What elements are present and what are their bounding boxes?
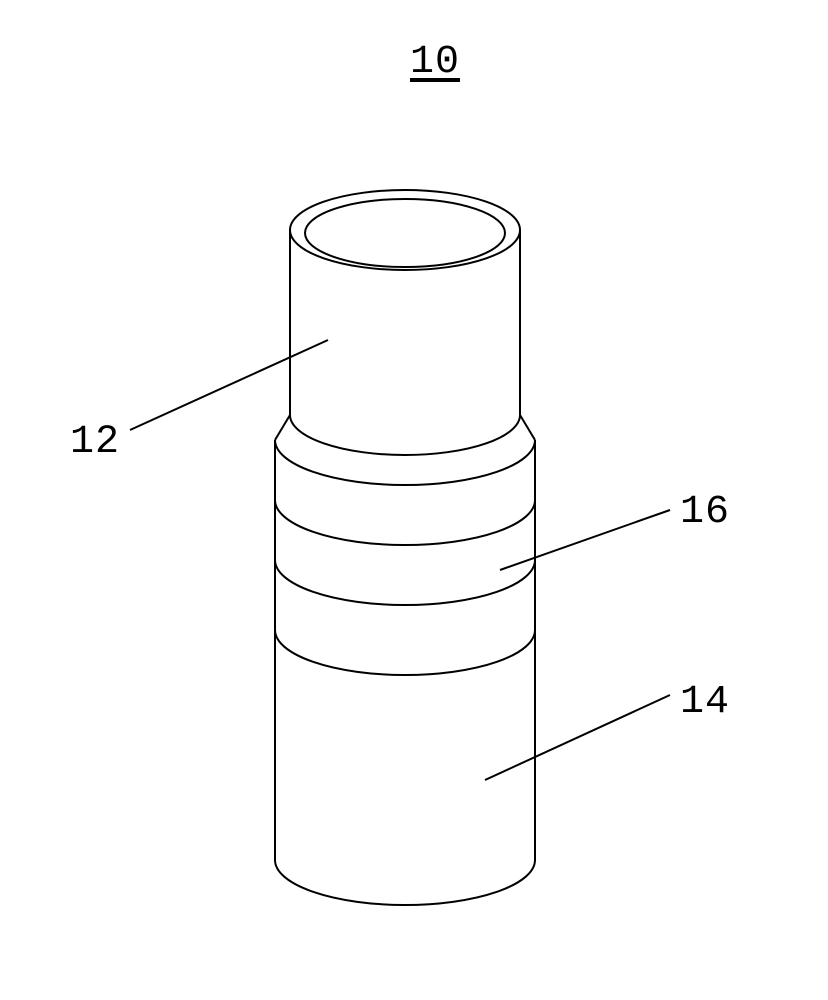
- ref-label-16: 16: [680, 490, 730, 535]
- figure-number: 10: [410, 40, 460, 85]
- ref-label-14: 14: [680, 680, 730, 725]
- ref-label-12: 12: [70, 420, 120, 465]
